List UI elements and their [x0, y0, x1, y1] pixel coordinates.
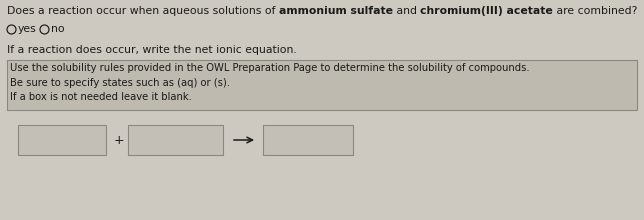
Text: +: +: [114, 134, 125, 147]
Text: Use the solubility rules provided in the OWL Preparation Page to determine the s: Use the solubility rules provided in the…: [10, 63, 529, 73]
Text: yes: yes: [18, 24, 37, 34]
Text: Does a reaction occur when aqueous solutions of: Does a reaction occur when aqueous solut…: [7, 6, 279, 16]
Text: chromium(III) acetate: chromium(III) acetate: [421, 6, 553, 16]
Text: and: and: [393, 6, 421, 16]
Text: If a reaction does occur, write the net ionic equation.: If a reaction does occur, write the net …: [7, 45, 297, 55]
Text: ammonium sulfate: ammonium sulfate: [279, 6, 393, 16]
Bar: [128, 125, 223, 155]
Bar: [18, 125, 106, 155]
Bar: [263, 125, 353, 155]
Text: no: no: [51, 24, 64, 34]
Text: Be sure to specify states such as (aq) or (s).: Be sure to specify states such as (aq) o…: [10, 77, 230, 88]
Bar: [7, 60, 637, 110]
Text: are combined?: are combined?: [553, 6, 638, 16]
Text: If a box is not needed leave it blank.: If a box is not needed leave it blank.: [10, 92, 192, 102]
